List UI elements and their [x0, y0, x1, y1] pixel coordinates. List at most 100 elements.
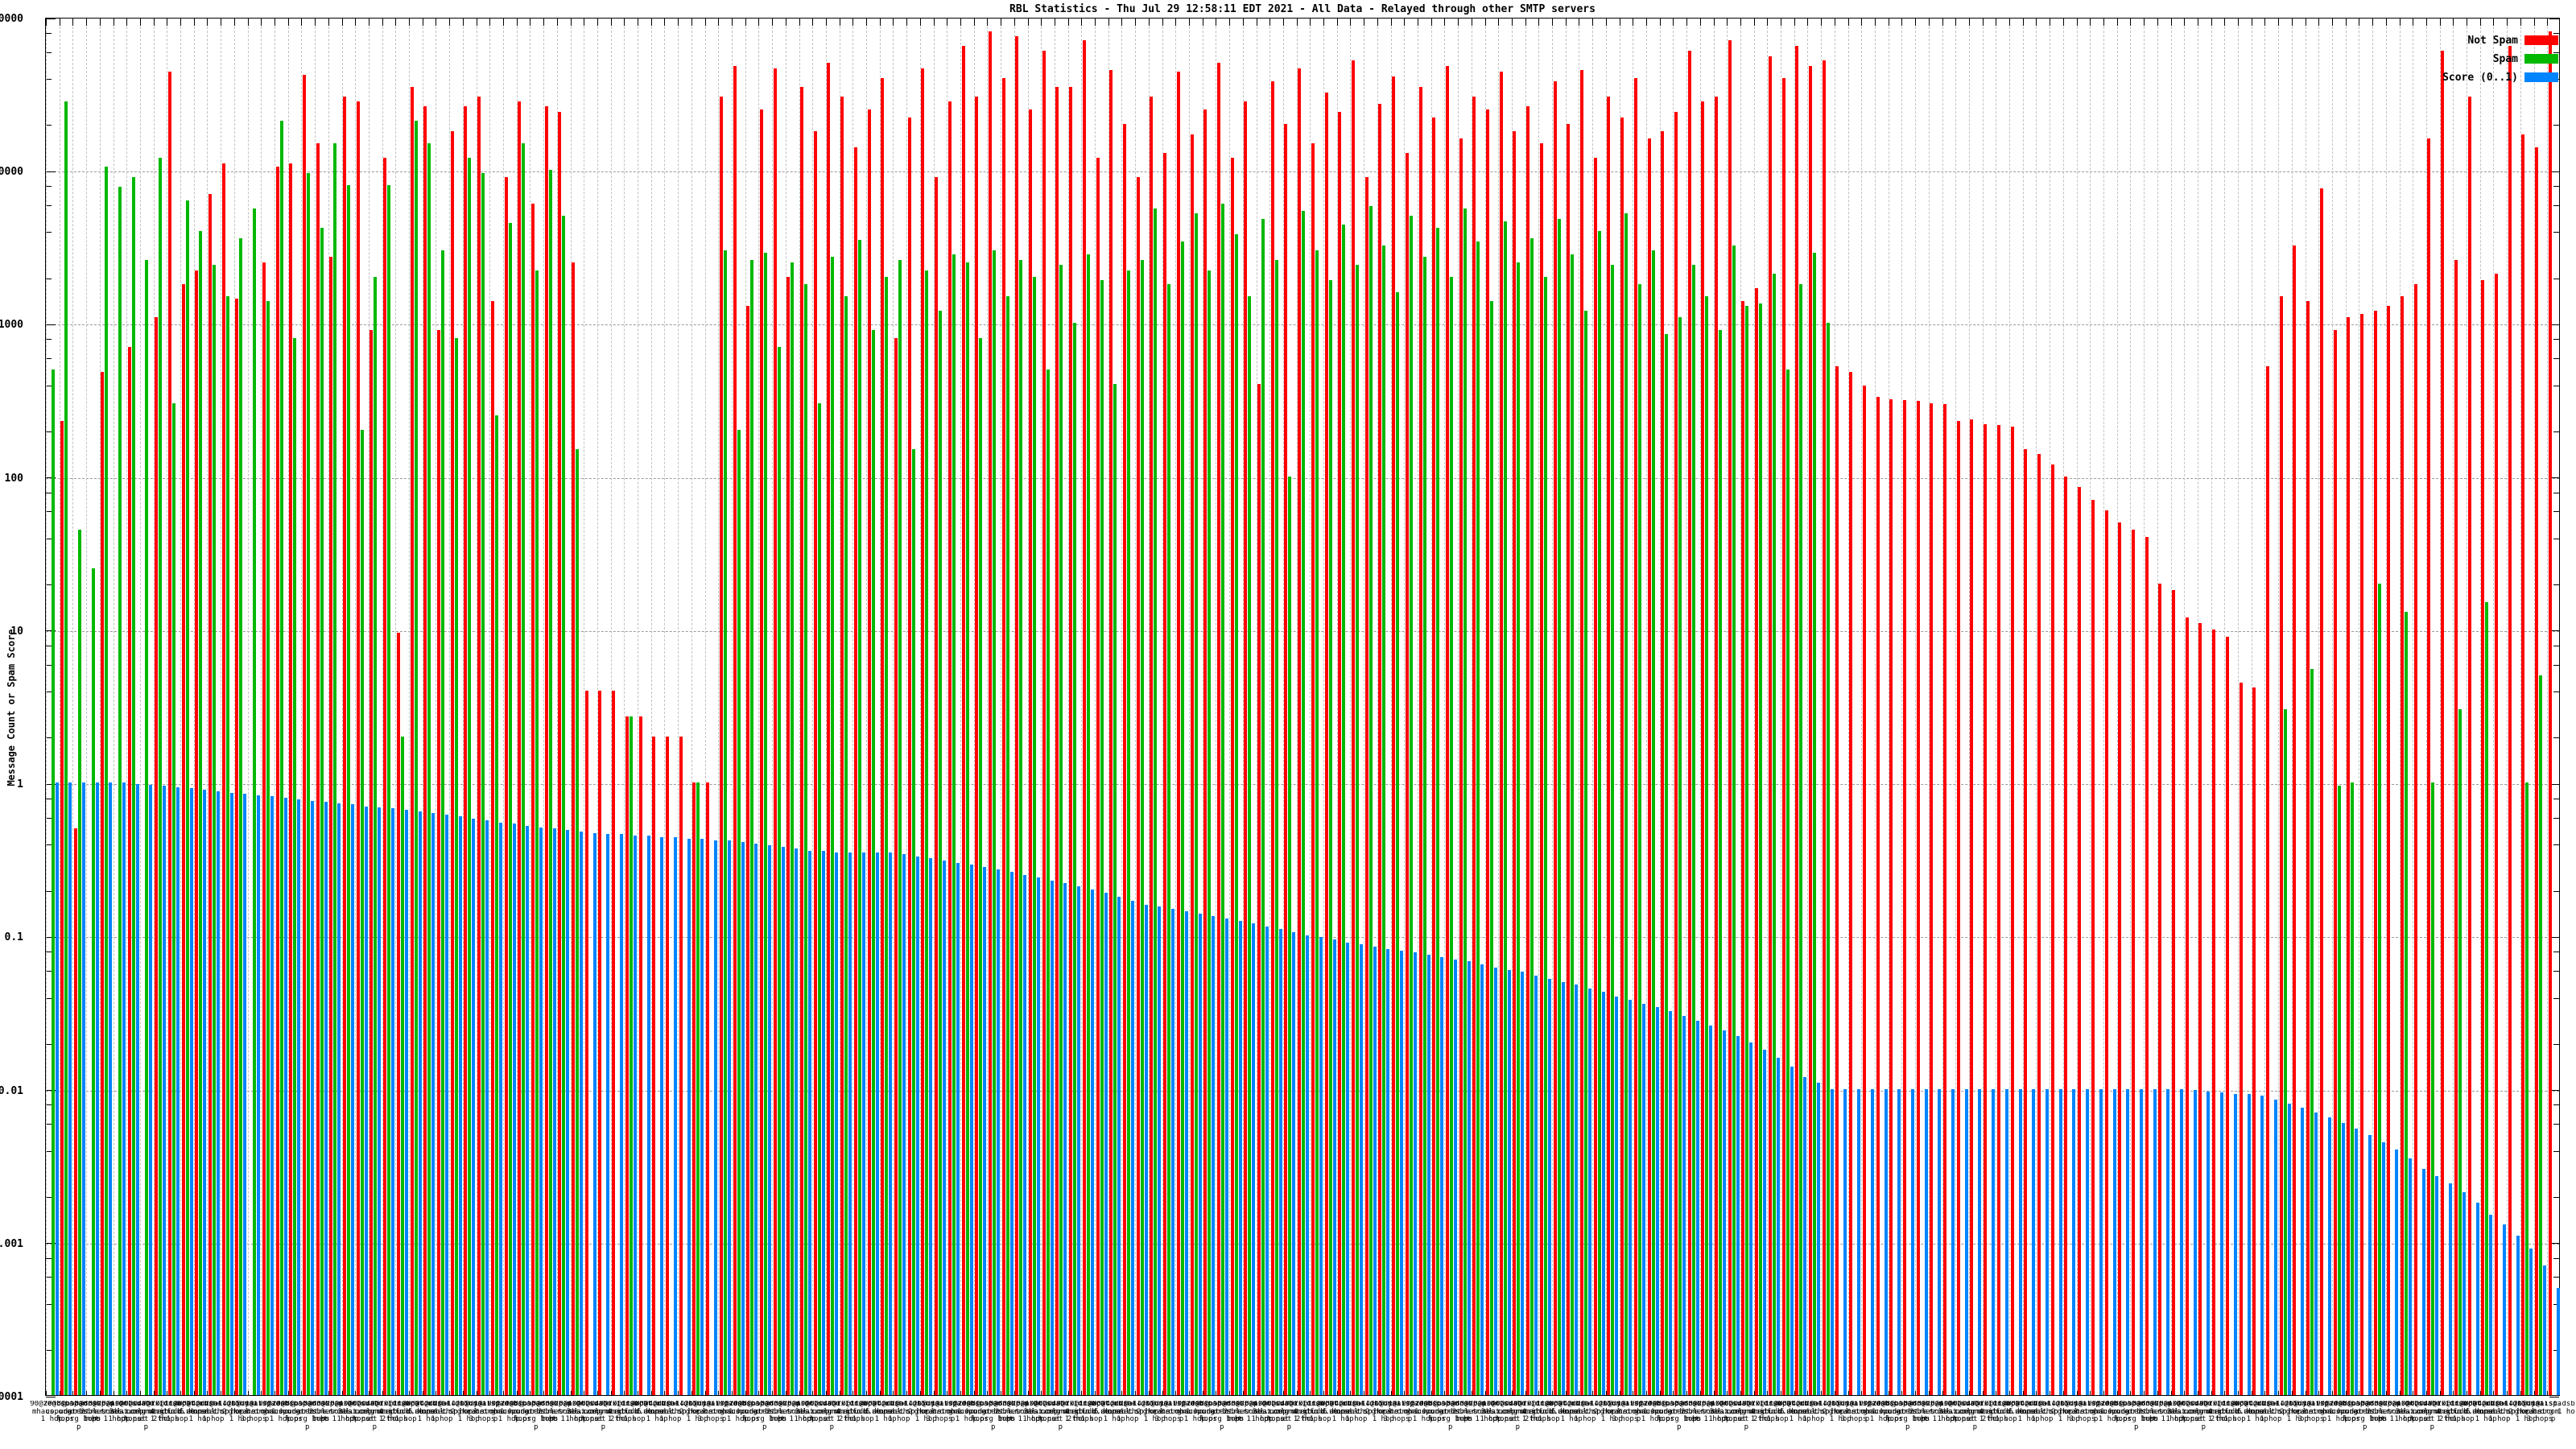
bar-not-spam [1257, 384, 1261, 1395]
x-bottom-tick [2399, 1391, 2401, 1395]
x-top-tick [2211, 19, 2212, 26]
x-bottom-tick [610, 1391, 612, 1395]
bar-score [257, 795, 261, 1395]
bar-spam [266, 300, 270, 1395]
bar-not-spam [1150, 97, 1154, 1395]
x-bottom-tick [1095, 1391, 1096, 1395]
x-gridline [570, 19, 572, 1395]
x-tick-label: 30@spam.dnsbl.sorbs.net 1 hop [312, 1401, 357, 1423]
y-minor-tick-left [46, 511, 52, 513]
x-tick-label: 40@ix.dnsbl.manitu.net 2 hops [2423, 1401, 2468, 1423]
x-tick-label: 90@zen.spamhaus.org 1 hop [1402, 1401, 1446, 1423]
bar-score [512, 824, 516, 1395]
bar-spam [1799, 283, 1803, 1395]
y-minor-tick-right [2553, 431, 2559, 432]
bar-not-spam [1741, 300, 1745, 1395]
x-top-tick [556, 19, 558, 26]
x-bottom-tick [1296, 1391, 1298, 1395]
y-minor-tick-left [46, 1350, 52, 1352]
bar-not-spam [1715, 97, 1719, 1395]
bar-spam [1745, 305, 1749, 1395]
x-gridline [1538, 19, 1540, 1395]
x-gridline [1915, 19, 1917, 1395]
x-tick-label: 90@zen.spamhaus.org 1 hop [2087, 1401, 2132, 1423]
bar-not-spam [1579, 69, 1583, 1395]
x-bottom-tick [2224, 1391, 2226, 1395]
bar-not-spam [1930, 402, 1934, 1395]
bar-score [1655, 1007, 1659, 1395]
x-gridline [2507, 19, 2508, 1395]
x-top-tick [2425, 19, 2427, 26]
bar-not-spam [195, 270, 199, 1395]
x-bottom-tick [1350, 1391, 1352, 1395]
x-top-tick [315, 19, 316, 26]
bar-not-spam [2548, 31, 2552, 1395]
x-top-tick [1767, 19, 1769, 26]
bar-spam [1046, 369, 1050, 1395]
x-gridline [704, 19, 706, 1395]
x-tick-label: 6@dyna.spamrats.com 3 hops [2289, 1401, 2334, 1423]
x-top-tick [933, 19, 935, 26]
bar-spam [992, 250, 996, 1395]
x-gridline [1525, 19, 1526, 1395]
bar-score [2247, 1094, 2251, 1395]
bar-not-spam [1862, 386, 1866, 1395]
x-tick-label: 11@wpbl.info 5 hops [850, 1401, 894, 1416]
y-minor-tick-left [46, 890, 52, 892]
x-tick-label: 20@bl.spamcop.net 2 hops [2329, 1401, 2374, 1423]
x-gridline [906, 19, 908, 1395]
bar-score [2529, 1249, 2533, 1395]
x-bottom-tick [570, 1391, 572, 1395]
bar-not-spam [73, 828, 77, 1395]
bar-score [1023, 874, 1027, 1395]
bar-not-spam [1364, 176, 1368, 1395]
y-major-tick-left [46, 936, 56, 938]
x-gridline [1982, 19, 1984, 1395]
bar-not-spam [289, 163, 293, 1395]
y-minor-tick-right [2553, 664, 2559, 666]
x-gridline [1498, 19, 1500, 1395]
bar-spam [965, 262, 969, 1395]
bar-spam [171, 402, 175, 1395]
y-minor-tick-right [2553, 1303, 2559, 1305]
y-minor-tick-left [46, 737, 52, 739]
bar-not-spam [2078, 487, 2082, 1395]
bar-spam [1826, 323, 1830, 1395]
x-tick-label: 70@truncate.gbudb.net 1 hop [2437, 1401, 2481, 1423]
bar-score [2301, 1108, 2305, 1395]
bar-spam [253, 208, 257, 1395]
bar-score [1951, 1088, 1955, 1395]
x-top-tick [2533, 19, 2535, 26]
bar-score [1453, 959, 1457, 1395]
x-bottom-tick [2130, 1391, 2132, 1395]
x-bottom-tick [2332, 1391, 2333, 1395]
legend-swatch-spam [2524, 54, 2558, 64]
bar-score [956, 862, 960, 1395]
bar-not-spam [1607, 97, 1611, 1395]
x-top-tick [624, 19, 625, 26]
bar-score [2516, 1235, 2520, 1395]
bar-score [902, 854, 906, 1395]
x-bottom-tick [933, 1391, 935, 1395]
x-tick-label: 8@b.barracudacentral.org 1 hop [1885, 1401, 1930, 1431]
x-gridline [1928, 19, 1930, 1395]
bar-score [889, 852, 893, 1395]
bar-spam [979, 337, 983, 1395]
x-gridline [852, 19, 854, 1395]
y-major-tick-right [2549, 324, 2559, 325]
x-top-tick [1430, 19, 1432, 26]
x-gridline [139, 19, 141, 1395]
x-bottom-tick [1511, 1391, 1513, 1395]
x-tick-label: 8@b.barracudacentral.org 1 hop [1428, 1401, 1472, 1431]
x-gridline [1095, 19, 1096, 1395]
x-top-tick [2130, 19, 2132, 26]
bar-spam [1342, 225, 1346, 1395]
x-bottom-tick [489, 1391, 491, 1395]
x-tick-label: 2@all.s5h.net 2 hops [2033, 1401, 2078, 1416]
x-gridline [1444, 19, 1446, 1395]
x-top-tick [395, 19, 397, 26]
bar-score [1252, 923, 1256, 1395]
bar-spam [696, 782, 700, 1395]
bar-spam [333, 142, 337, 1395]
bar-spam [159, 158, 163, 1395]
